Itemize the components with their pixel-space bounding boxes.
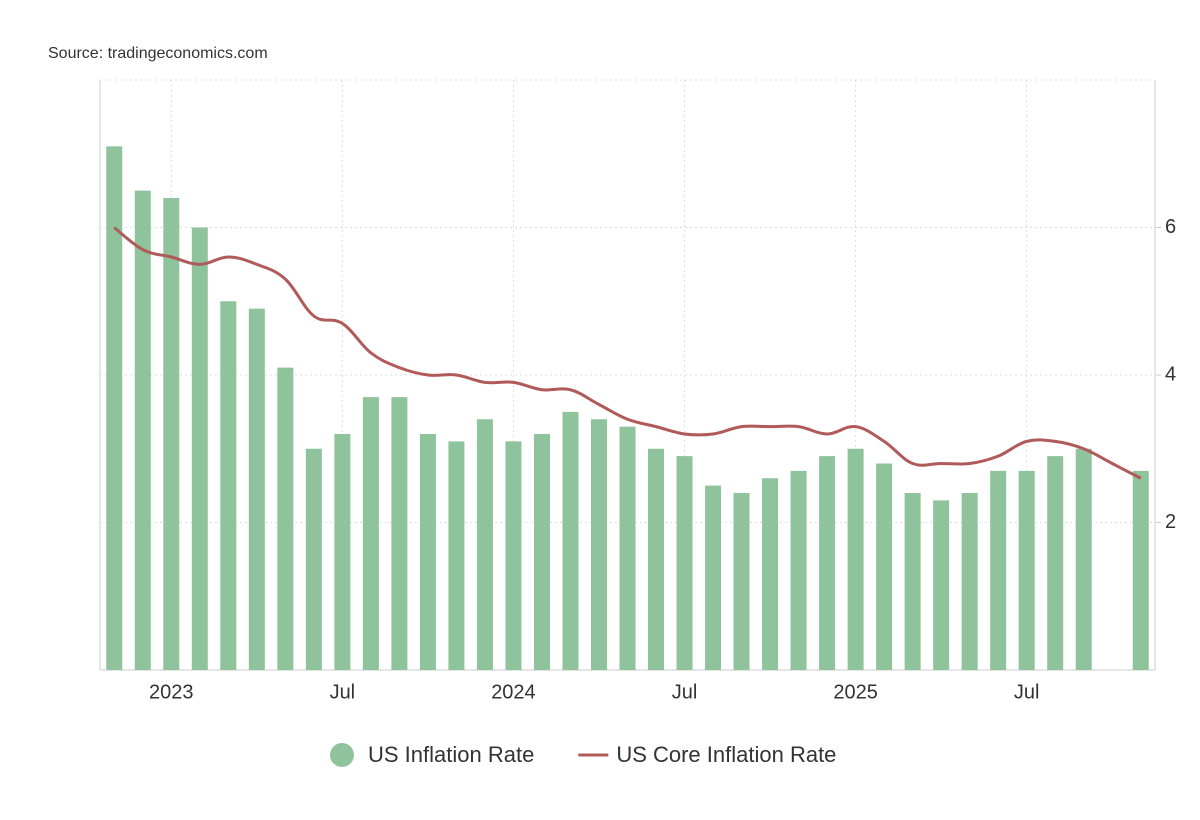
x-tick-label: 2025 (833, 681, 878, 703)
bar (1018, 470, 1035, 670)
bar (819, 456, 836, 670)
bar (134, 190, 151, 670)
legend-label: US Core Inflation Rate (616, 742, 836, 767)
x-tick-label: 2024 (491, 681, 536, 703)
x-tick-label: Jul (330, 681, 356, 703)
bar (1132, 470, 1149, 670)
bar (448, 441, 465, 670)
bar (1075, 448, 1092, 670)
line (113, 226, 1142, 480)
bar (191, 227, 208, 670)
bar (505, 441, 522, 670)
bar (248, 308, 265, 670)
bar (163, 198, 180, 670)
bar (305, 448, 322, 670)
bar (533, 434, 550, 670)
x-tick-label: Jul (672, 681, 698, 703)
y-tick-label: 4 (1165, 363, 1176, 385)
bar (733, 493, 750, 670)
bar (476, 419, 493, 670)
bar (562, 411, 579, 670)
bar (876, 463, 893, 670)
bar (933, 500, 950, 670)
y-tick-label: 6 (1165, 216, 1176, 238)
bar (705, 485, 722, 670)
legend-label: US Inflation Rate (368, 742, 534, 767)
x-tick-label: Jul (1014, 681, 1040, 703)
bar (1047, 456, 1064, 670)
bar (847, 448, 864, 670)
bar (106, 146, 123, 670)
bar (648, 448, 665, 670)
bar (676, 456, 693, 670)
bar (990, 470, 1007, 670)
bar (419, 434, 436, 670)
x-tick-label: 2023 (149, 681, 194, 703)
bar (362, 397, 379, 670)
bar (619, 426, 636, 670)
y-tick-label: 2 (1165, 511, 1176, 533)
bar (762, 478, 779, 670)
bar (790, 470, 807, 670)
bar (334, 434, 351, 670)
bar (904, 493, 921, 670)
legend-swatch (330, 743, 354, 767)
bar (961, 493, 978, 670)
bar (590, 419, 607, 670)
bar (220, 301, 237, 670)
bar (391, 397, 408, 670)
source: Source: tradingeconomics.com (48, 45, 268, 62)
bar (277, 367, 294, 670)
